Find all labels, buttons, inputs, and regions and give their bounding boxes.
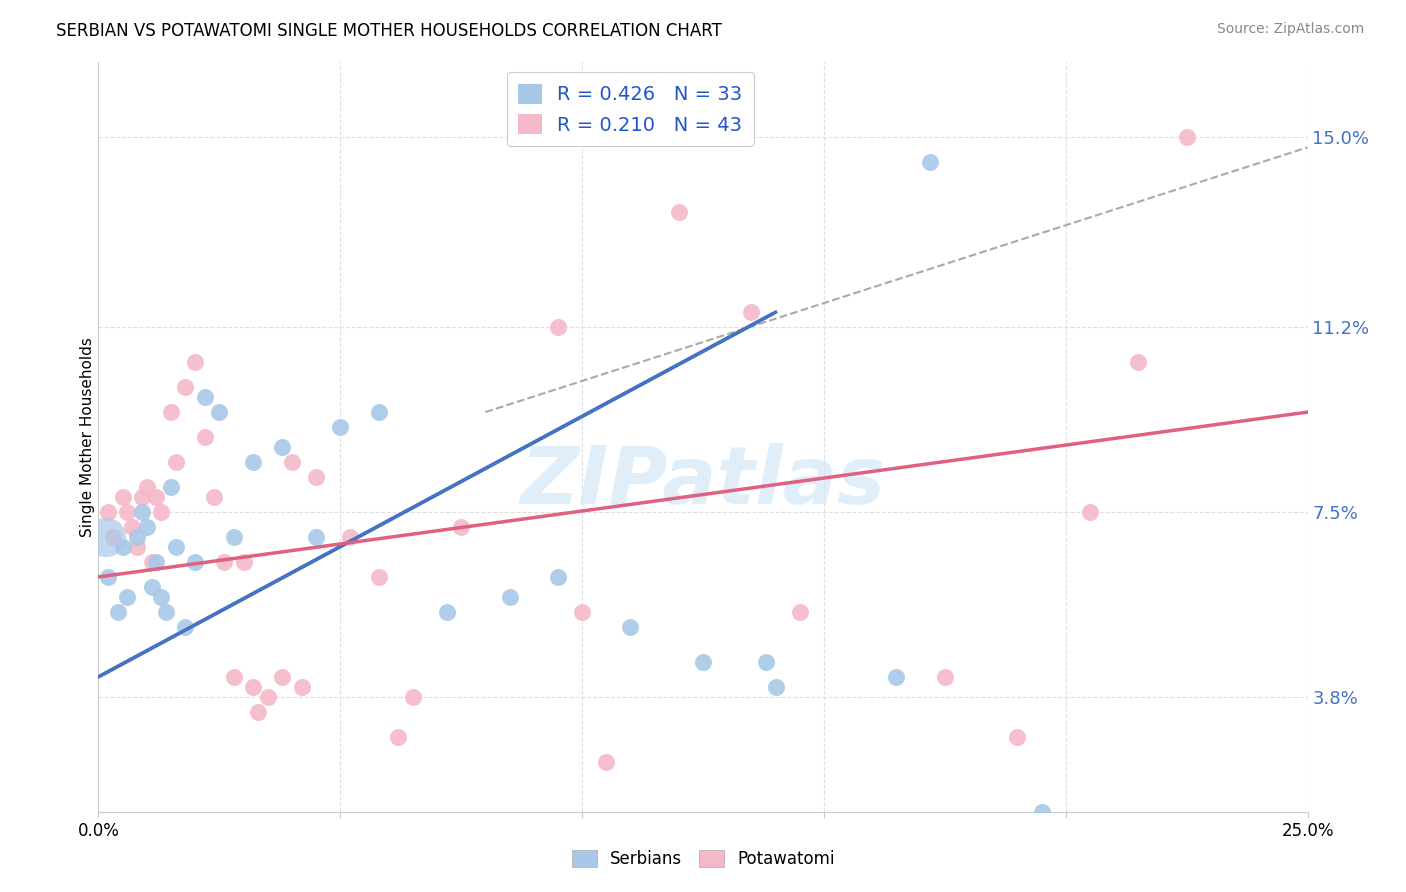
Point	[450, 520, 472, 534]
Point	[271, 670, 294, 684]
Point	[619, 620, 641, 634]
Point	[305, 470, 328, 484]
Point	[242, 680, 264, 694]
Point	[256, 690, 278, 704]
Point	[111, 490, 134, 504]
Point	[107, 605, 129, 619]
Legend: Serbians, Potawatomi: Serbians, Potawatomi	[565, 843, 841, 875]
Point	[204, 490, 226, 504]
Point	[160, 405, 183, 419]
Point	[150, 590, 173, 604]
Point	[1175, 130, 1198, 145]
Point	[141, 555, 163, 569]
Point	[886, 670, 908, 684]
Point	[141, 580, 163, 594]
Point	[368, 570, 391, 584]
Point	[436, 605, 458, 619]
Point	[184, 555, 207, 569]
Point	[547, 320, 569, 334]
Point	[212, 555, 235, 569]
Point	[184, 355, 207, 369]
Point	[329, 420, 352, 434]
Point	[97, 570, 120, 584]
Point	[101, 530, 124, 544]
Point	[117, 590, 139, 604]
Point	[934, 670, 956, 684]
Point	[290, 680, 312, 694]
Point	[155, 605, 177, 619]
Point	[547, 570, 569, 584]
Point	[135, 480, 157, 494]
Point	[222, 670, 245, 684]
Point	[165, 540, 187, 554]
Point	[339, 530, 361, 544]
Point	[174, 620, 197, 634]
Point	[1031, 805, 1053, 819]
Y-axis label: Single Mother Households: Single Mother Households	[80, 337, 94, 537]
Point	[117, 505, 139, 519]
Point	[145, 490, 167, 504]
Point	[135, 520, 157, 534]
Point	[97, 505, 120, 519]
Point	[194, 390, 217, 404]
Text: SERBIAN VS POTAWATOMI SINGLE MOTHER HOUSEHOLDS CORRELATION CHART: SERBIAN VS POTAWATOMI SINGLE MOTHER HOUS…	[56, 22, 723, 40]
Point	[247, 705, 270, 719]
Point	[789, 605, 811, 619]
Point	[740, 305, 762, 319]
Point	[121, 520, 143, 534]
Point	[692, 655, 714, 669]
Point	[232, 555, 254, 569]
Point	[765, 680, 787, 694]
Point	[368, 405, 391, 419]
Point	[94, 530, 117, 544]
Point	[402, 690, 425, 704]
Point	[571, 605, 593, 619]
Point	[920, 155, 942, 169]
Point	[668, 205, 690, 219]
Point	[160, 480, 183, 494]
Point	[127, 530, 149, 544]
Point	[111, 540, 134, 554]
Point	[281, 455, 304, 469]
Point	[755, 655, 778, 669]
Text: ZIPatlas: ZIPatlas	[520, 443, 886, 521]
Point	[165, 455, 187, 469]
Text: Source: ZipAtlas.com: Source: ZipAtlas.com	[1216, 22, 1364, 37]
Point	[127, 540, 149, 554]
Point	[1007, 730, 1029, 744]
Point	[1128, 355, 1150, 369]
Point	[1078, 505, 1101, 519]
Point	[305, 530, 328, 544]
Point	[208, 405, 231, 419]
Point	[595, 755, 617, 769]
Point	[194, 430, 217, 444]
Point	[222, 530, 245, 544]
Point	[150, 505, 173, 519]
Legend: R = 0.426   N = 33, R = 0.210   N = 43: R = 0.426 N = 33, R = 0.210 N = 43	[506, 72, 754, 146]
Point	[271, 440, 294, 454]
Point	[387, 730, 409, 744]
Point	[131, 505, 153, 519]
Point	[145, 555, 167, 569]
Point	[174, 380, 197, 394]
Point	[498, 590, 520, 604]
Point	[242, 455, 264, 469]
Point	[131, 490, 153, 504]
